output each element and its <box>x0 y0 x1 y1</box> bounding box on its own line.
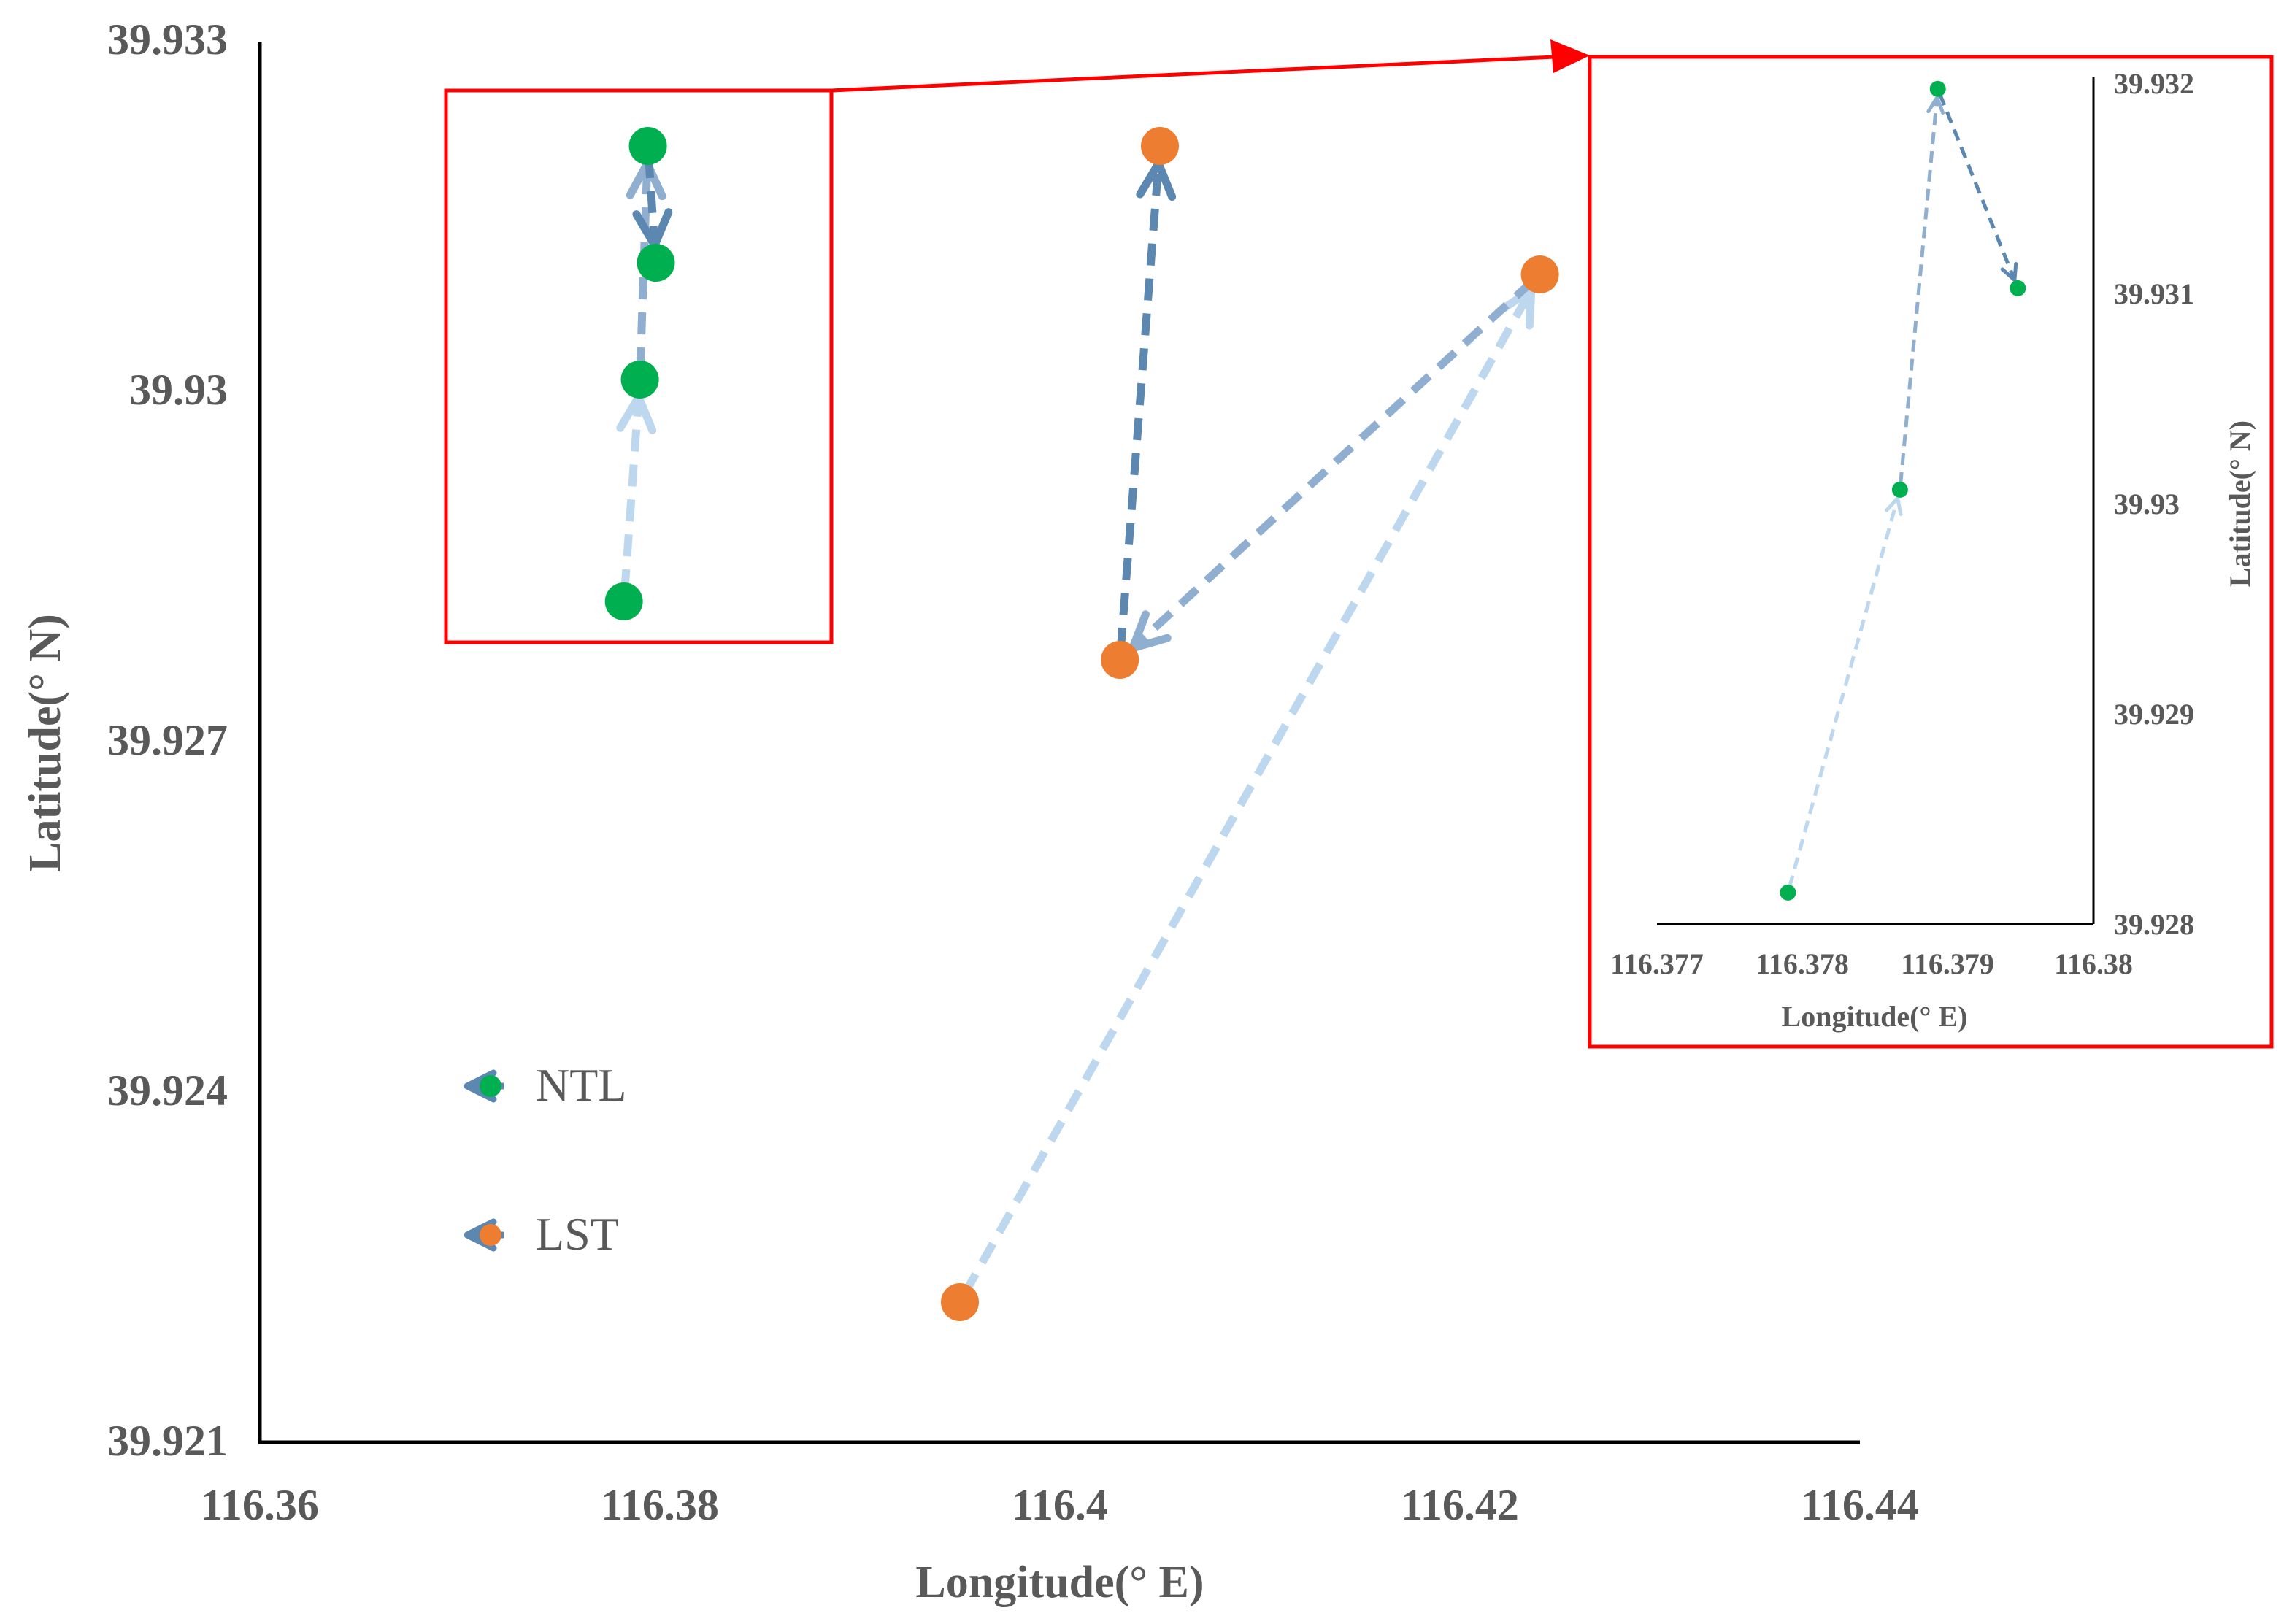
inset-points <box>1780 80 2026 901</box>
main-y-tick: 39.927 <box>107 716 228 764</box>
inset-y-tick: 39.93 <box>2114 488 2180 520</box>
main-lst-point <box>941 1283 979 1321</box>
main-ntl-arrow <box>616 393 657 592</box>
zoom-source-box <box>444 88 834 644</box>
inset-ntl-point <box>1891 481 1908 498</box>
inset-ntl-arrow <box>1899 96 1945 485</box>
inset-y-tick: 39.929 <box>2114 698 2194 731</box>
main-ntl-point <box>637 244 675 282</box>
main-y-tick: 39.933 <box>107 15 228 64</box>
main-x-tick: 116.38 <box>601 1481 719 1529</box>
inset-y-tick: 39.932 <box>2114 67 2194 100</box>
inset-ntl-point <box>1929 80 1946 97</box>
main-y-axis-title: Latitude(° N) <box>20 614 70 872</box>
inset-y-axis-title: Latitude(° N) <box>2223 420 2256 587</box>
main-arrows <box>616 155 1536 1296</box>
main-x-axis-title: Longitude(° E) <box>915 1558 1204 1607</box>
zoom-connector-arrowhead <box>1550 39 1590 73</box>
legend-ntl-marker <box>480 1075 501 1097</box>
inset-ntl-arrow <box>1788 496 1903 888</box>
inset-ntl-arrow <box>1938 93 2018 282</box>
inset-x-tick: 116.38 <box>2054 947 2133 980</box>
main-lst-arrow <box>961 285 1536 1296</box>
main-y-tick: 39.93 <box>129 366 228 414</box>
main-points <box>604 127 1559 1321</box>
inset-x-tick: 116.378 <box>1756 947 1849 980</box>
inset-ntl-point <box>2010 280 2026 296</box>
inset-ntl-point <box>1780 884 1796 901</box>
main-ntl-point <box>628 127 667 165</box>
main-lst-point <box>1520 255 1559 293</box>
main-lst-point <box>1101 641 1139 679</box>
legend-lst-marker <box>480 1224 501 1246</box>
main-ntl-point <box>604 582 643 620</box>
legend-ntl-label: NTL <box>536 1059 626 1111</box>
inset-frame <box>1588 55 2274 1049</box>
main-ntl-arrow <box>632 155 673 250</box>
main-x-tick: 116.44 <box>1801 1481 1919 1529</box>
inset-y-tick: 39.931 <box>2114 277 2194 310</box>
main-lst-point <box>1141 127 1179 165</box>
inset-x-tick: 116.377 <box>1610 947 1704 980</box>
main-x-tick: 116.4 <box>1012 1481 1108 1529</box>
main-y-tick: 39.924 <box>107 1066 228 1115</box>
inset-arrows <box>1788 93 2018 888</box>
main-y-tick: 39.921 <box>107 1417 228 1465</box>
main-ntl-point <box>620 361 659 399</box>
inset-y-tick: 39.928 <box>2114 908 2194 941</box>
inset-x-tick: 116.379 <box>1901 947 1994 980</box>
inset-x-axis-title: Longitude(° E) <box>1782 1000 1968 1033</box>
zoom-connector-line <box>831 55 1556 93</box>
main-x-tick: 116.42 <box>1401 1481 1519 1529</box>
legend: NTL LST <box>464 1059 626 1260</box>
main-x-tick: 116.36 <box>201 1481 319 1529</box>
main-lst-arrow <box>1116 159 1177 650</box>
main-lst-arrow <box>1128 278 1536 653</box>
legend-lst-label: LST <box>536 1208 619 1260</box>
